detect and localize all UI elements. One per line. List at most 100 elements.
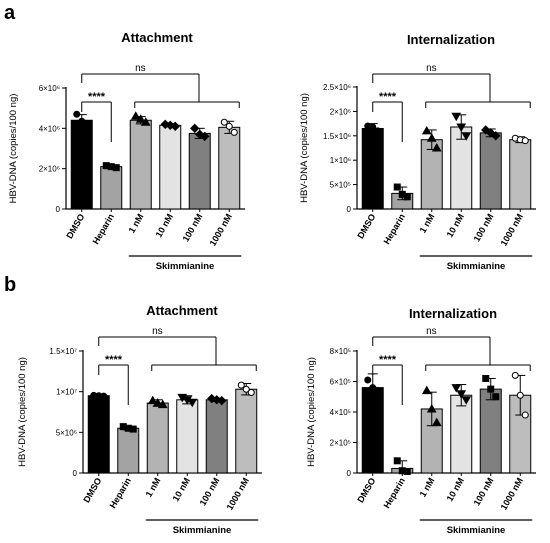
x-tick-label: 100 nM (472, 476, 496, 507)
data-point (170, 121, 180, 132)
x-tick-label: DMSO (81, 476, 103, 504)
data-point (511, 371, 519, 379)
data-point (421, 385, 432, 395)
y-tick-label: 0 (347, 205, 352, 214)
data-point (426, 403, 437, 413)
data-point (393, 183, 401, 191)
bar-dmso (70, 119, 93, 210)
data-point (492, 393, 500, 401)
data-point (225, 122, 233, 130)
chart-panel-4: Internalization HBV-DNA (copies/100 ng) 0 2… (306, 306, 536, 536)
data-point (482, 374, 490, 382)
x-tick-label: 10 nM (171, 476, 192, 503)
sig-label: **** (105, 354, 123, 366)
data-point (456, 390, 467, 399)
data-point (73, 110, 81, 118)
data-point (426, 133, 437, 142)
x-tick-label: Heparin (382, 212, 407, 246)
y-tick-label: 8×10⁵ (330, 347, 351, 356)
bar-dmso (361, 127, 384, 210)
bar-dmso (87, 395, 110, 474)
data-point (521, 411, 529, 419)
data-point (157, 399, 168, 409)
chart-panel-2: Internalization HBV-DNA (copies/100 ng) 0 5… (299, 32, 536, 272)
data-point (364, 376, 372, 384)
y-tick-label: 2×10⁵ (330, 439, 351, 448)
data-point (147, 395, 158, 405)
x-tick-label: 1 nM (418, 476, 437, 499)
y-tick-label: 0 (56, 205, 61, 214)
x-tick-label: 1 nM (144, 476, 163, 499)
group-label: Skimmianine (156, 261, 215, 272)
data-point (200, 131, 210, 142)
bar-100-nm (205, 399, 228, 474)
data-point (152, 398, 163, 407)
ns-label: ns (135, 63, 146, 74)
y-tick-label: 2.5×10⁶ (323, 83, 351, 92)
data-point (190, 123, 200, 134)
y-tick-label: 1.5×10⁶ (323, 132, 351, 141)
data-point (491, 131, 501, 141)
data-point (230, 128, 238, 136)
data-point (100, 392, 108, 400)
data-point (237, 381, 245, 389)
bar-10-nm (450, 394, 473, 474)
y-axis-label: HBV-DNA (copies/100 ng) (8, 94, 19, 204)
chart-title: Internalization (409, 306, 497, 321)
x-tick-label: DMSO (355, 476, 377, 504)
x-tick-label: 10 nM (154, 212, 175, 239)
panel-letter-b: b (4, 274, 17, 296)
x-tick-label: 100 nM (198, 476, 222, 507)
x-tick-label: 100 nM (472, 212, 496, 243)
data-point (461, 396, 472, 405)
group-label: Skimmianine (173, 525, 232, 536)
bar-10-nm (176, 399, 199, 474)
data-point (521, 137, 529, 145)
bar-heparin (100, 166, 123, 210)
y-tick-label: 6×10⁶ (39, 84, 60, 93)
data-point (220, 118, 228, 126)
data-point (403, 193, 411, 201)
x-tick-label: 1000 nM (208, 212, 234, 248)
bar-1-nm (146, 402, 169, 474)
y-axis-label: HBV-DNA (copies/100 ng) (17, 357, 28, 467)
chart-panel-3: Attachment HBV-DNA (copies/100 ng) 0 5×10⁶ 1… (17, 303, 262, 536)
x-tick-label: 1 nM (127, 212, 146, 235)
x-tick-label: Heparin (108, 476, 133, 510)
data-point (217, 395, 227, 406)
x-tick-label: 100 nM (181, 212, 205, 243)
chart-title: Attachment (121, 30, 193, 45)
y-tick-label: 0 (347, 469, 352, 478)
y-tick-label: 5×10⁵ (330, 181, 351, 190)
y-tick-label: 4×10⁶ (39, 124, 60, 133)
x-tick-label: 10 nM (445, 212, 466, 239)
sig-label: **** (379, 91, 397, 103)
bar-100-nm (479, 132, 502, 210)
data-point (461, 132, 472, 141)
data-point (140, 117, 151, 126)
data-point (129, 425, 137, 433)
data-point (374, 387, 382, 395)
bar-1000-nm (509, 139, 532, 210)
data-point (78, 117, 86, 125)
panel-letter-a: a (4, 2, 16, 24)
x-tick-label: Heparin (91, 212, 116, 246)
data-point (187, 398, 198, 408)
group-label: Skimmianine (447, 261, 506, 272)
y-tick-label: 0 (73, 469, 78, 478)
data-point (403, 467, 411, 475)
data-point (431, 142, 442, 152)
data-point (516, 391, 524, 399)
bar-1-nm (129, 119, 152, 210)
data-point (247, 388, 255, 396)
data-point (112, 164, 120, 172)
x-tick-label: 1000 nM (225, 476, 251, 512)
chart-panel-1: Attachment HBV-DNA (copies/100 ng) 0 2×10⁶ 4… (8, 30, 245, 272)
data-point (421, 125, 432, 135)
y-tick-label: 1×10⁶ (330, 156, 351, 165)
y-axis-label: HBV-DNA (copies/100 ng) (299, 93, 310, 203)
y-tick-label: 2×10⁶ (39, 165, 60, 174)
ns-label: ns (426, 63, 437, 74)
